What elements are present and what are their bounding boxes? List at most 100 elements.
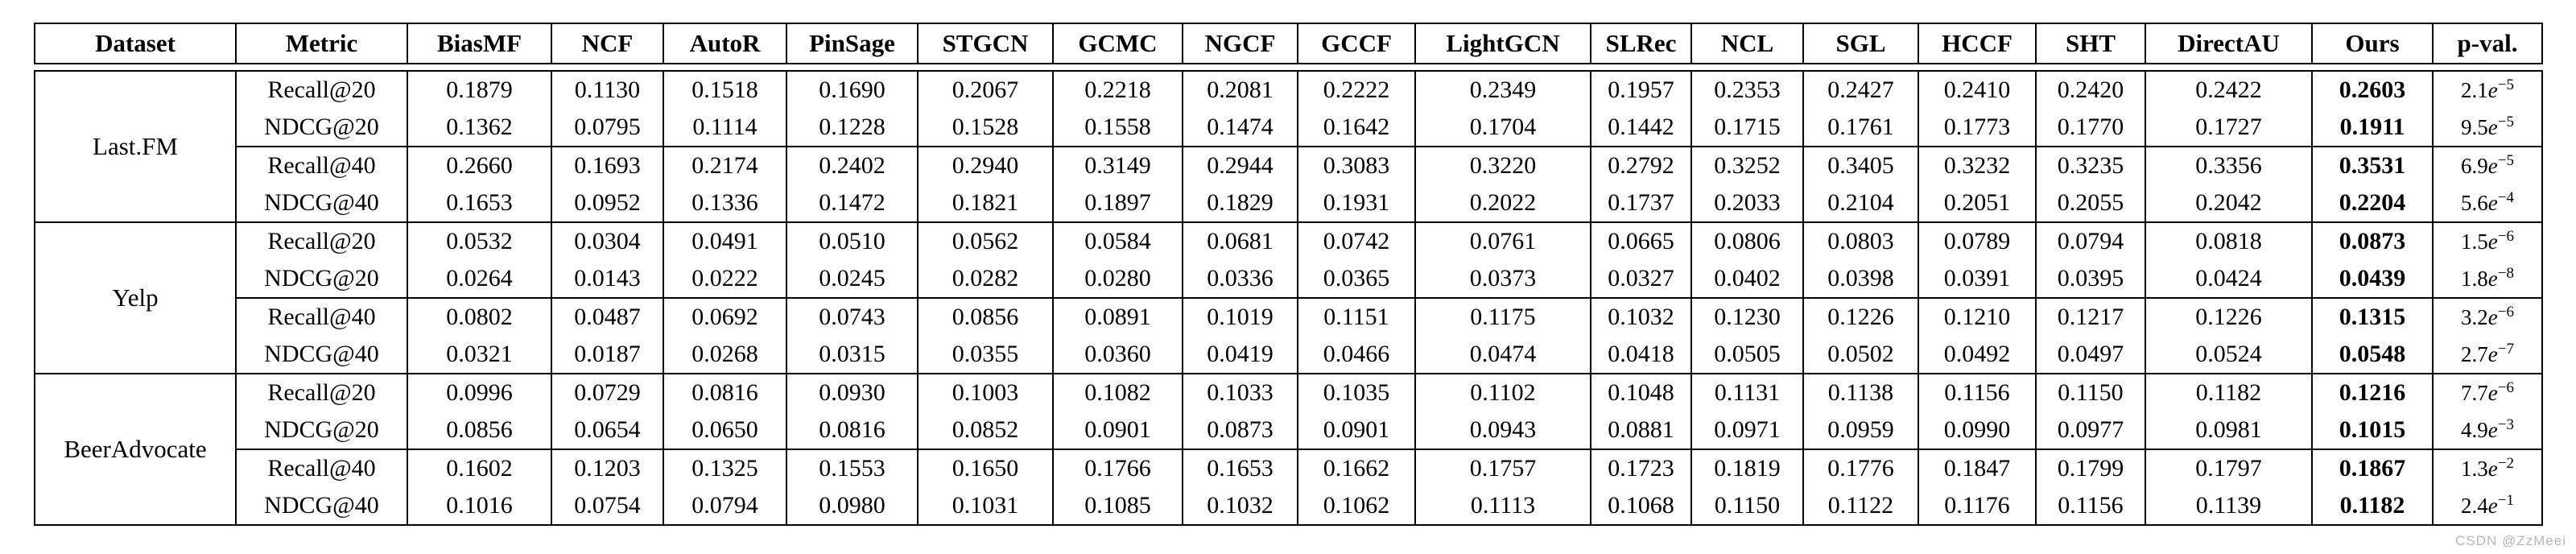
value-cell: 0.1797 (2145, 449, 2313, 487)
value-cell: 0.1957 (1590, 70, 1692, 109)
pval-cell: 2.7e−7 (2432, 336, 2543, 374)
col-header-dataset: Dataset (34, 23, 237, 64)
value-cell: 0.1138 (1802, 373, 1919, 411)
results-table-area: Dataset Metric BiasMF NCF AutoR PinSage STGCN G… (34, 23, 2543, 526)
col-header-biasmf: BiasMF (407, 23, 552, 64)
value-cell: 0.1151 (1297, 297, 1416, 336)
header-row: Dataset Metric BiasMF NCF AutoR PinSage STGCN G… (34, 23, 2543, 64)
value-cell: 0.1130 (551, 70, 664, 109)
value-cell: 0.0264 (407, 260, 552, 298)
value-cell: 0.2349 (1414, 70, 1591, 109)
value-cell: 0.1737 (1590, 184, 1692, 222)
value-cell: 0.1102 (1414, 373, 1591, 411)
value-cell: 0.1518 (663, 70, 787, 109)
col-header-sgl: SGL (1802, 23, 1919, 64)
dataset-cell: BeerAdvocate (34, 373, 237, 526)
ours-value-cell: 0.1315 (2311, 297, 2434, 336)
value-cell: 0.0532 (407, 221, 552, 260)
metric-cell: Recall@40 (235, 449, 408, 487)
value-cell: 0.1931 (1297, 184, 1416, 222)
value-cell: 0.0794 (663, 487, 787, 526)
value-cell: 0.0355 (917, 336, 1054, 374)
pval-cell: 3.2e−6 (2432, 297, 2543, 336)
value-cell: 0.1062 (1297, 487, 1416, 526)
value-cell: 0.1847 (1918, 449, 2037, 487)
value-cell: 0.1757 (1414, 449, 1591, 487)
value-cell: 0.2792 (1590, 146, 1692, 184)
value-cell: 0.2427 (1802, 70, 1919, 109)
results-table-body: Last.FM Recall@20 0.1879 0.1130 0.1518 0.1690… (34, 70, 2543, 526)
col-header-ncf: NCF (551, 23, 664, 64)
value-cell: 0.0943 (1414, 411, 1591, 449)
value-cell: 0.1032 (1182, 487, 1298, 526)
value-cell: 0.2174 (663, 146, 787, 184)
metric-cell: Recall@40 (235, 297, 408, 336)
pval-cell: 1.8e−8 (2432, 260, 2543, 298)
value-cell: 0.1650 (917, 449, 1054, 487)
value-cell: 0.0280 (1052, 260, 1183, 298)
value-cell: 0.1821 (917, 184, 1054, 222)
ours-value-cell: 0.3531 (2311, 146, 2434, 184)
value-cell: 0.0743 (786, 297, 919, 336)
value-cell: 0.0881 (1590, 411, 1692, 449)
value-cell: 0.0806 (1690, 221, 1804, 260)
col-header-slrec: SLRec (1590, 23, 1692, 64)
value-cell: 0.2402 (786, 146, 919, 184)
value-cell: 0.2067 (917, 70, 1054, 109)
value-cell: 0.0336 (1182, 260, 1298, 298)
value-cell: 0.2042 (2145, 184, 2313, 222)
value-cell: 0.1019 (1182, 297, 1298, 336)
value-cell: 0.2353 (1690, 70, 1804, 109)
value-cell: 0.0268 (663, 336, 787, 374)
value-cell: 0.1210 (1918, 297, 2037, 336)
pval-cell: 1.3e−2 (2432, 449, 2543, 487)
value-cell: 0.1131 (1690, 373, 1804, 411)
value-cell: 0.1653 (407, 184, 552, 222)
value-cell: 0.0327 (1590, 260, 1692, 298)
value-cell: 0.0497 (2035, 336, 2146, 374)
ours-value-cell: 0.0873 (2311, 221, 2434, 260)
csdn-watermark: CSDN @ZzMeei (2455, 533, 2566, 548)
value-cell: 0.0952 (551, 184, 664, 222)
value-cell: 0.1442 (1590, 109, 1692, 147)
col-header-lightgcn: LightGCN (1414, 23, 1591, 64)
table-row: NDCG@40 0.0321 0.0187 0.0268 0.0315 0.0355 0.0… (35, 336, 2543, 374)
value-cell: 0.0395 (2035, 260, 2146, 298)
value-cell: 0.1048 (1590, 373, 1692, 411)
value-cell: 0.3356 (2145, 146, 2313, 184)
col-header-pinsage: PinSage (786, 23, 919, 64)
value-cell: 0.0692 (663, 297, 787, 336)
value-cell: 0.2420 (2035, 70, 2146, 109)
value-cell: 0.0959 (1802, 411, 1919, 449)
value-cell: 0.0360 (1052, 336, 1183, 374)
value-cell: 0.2940 (917, 146, 1054, 184)
value-cell: 0.2422 (2145, 70, 2313, 109)
ours-value-cell: 0.1216 (2311, 373, 2434, 411)
ours-value-cell: 0.1867 (2311, 449, 2434, 487)
value-cell: 0.1150 (2035, 373, 2146, 411)
value-cell: 0.1690 (786, 70, 919, 109)
value-cell: 0.1114 (663, 109, 787, 147)
value-cell: 0.0418 (1590, 336, 1692, 374)
value-cell: 0.0398 (1802, 260, 1919, 298)
metric-cell: NDCG@40 (235, 336, 408, 374)
value-cell: 0.1472 (786, 184, 919, 222)
ours-value-cell: 0.1911 (2311, 109, 2434, 147)
table-row: Recall@40 0.0802 0.0487 0.0692 0.0743 0.0856 0… (35, 297, 2543, 336)
value-cell: 0.0754 (551, 487, 664, 526)
value-cell: 0.0977 (2035, 411, 2146, 449)
value-cell: 0.0802 (407, 297, 552, 336)
value-cell: 0.0562 (917, 221, 1054, 260)
value-cell: 0.1727 (2145, 109, 2313, 147)
value-cell: 0.3083 (1297, 146, 1416, 184)
value-cell: 0.1175 (1414, 297, 1591, 336)
value-cell: 0.1122 (1802, 487, 1919, 526)
value-cell: 0.0502 (1802, 336, 1919, 374)
value-cell: 0.2944 (1182, 146, 1298, 184)
value-cell: 0.2081 (1182, 70, 1298, 109)
value-cell: 0.1082 (1052, 373, 1183, 411)
value-cell: 0.1156 (2035, 487, 2146, 526)
value-cell: 0.2022 (1414, 184, 1591, 222)
value-cell: 0.1226 (2145, 297, 2313, 336)
metric-cell: NDCG@20 (235, 109, 408, 147)
